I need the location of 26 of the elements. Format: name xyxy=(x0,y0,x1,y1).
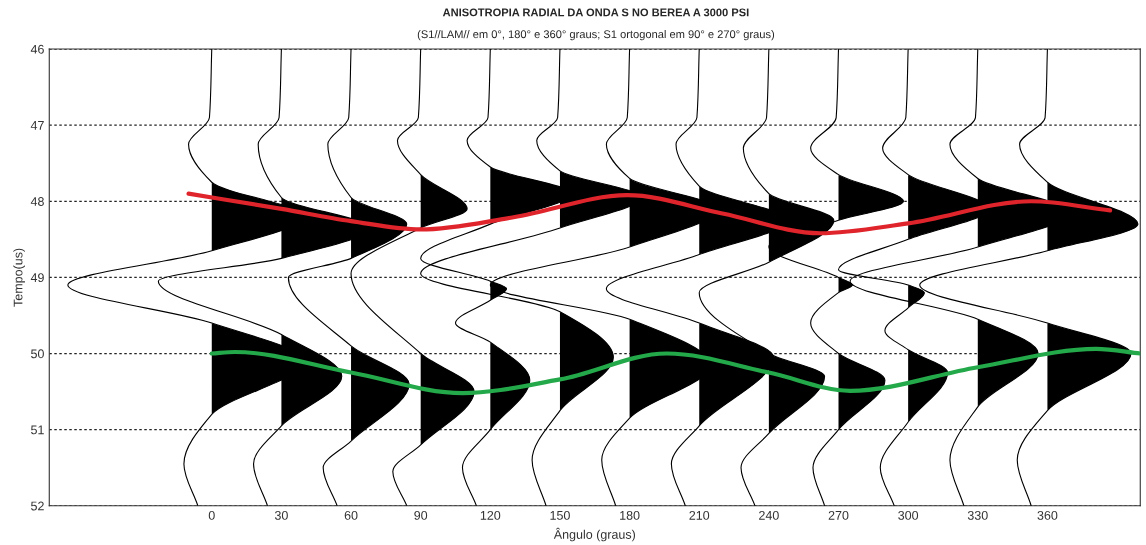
chart-subtitle: (S1//LAM// em 0°, 180° e 360° graus; S1 ortogonal em 90° e 270° graus) xyxy=(417,29,775,41)
x-tick-label: 240 xyxy=(759,510,779,520)
y-tick-label: 47 xyxy=(30,121,44,130)
line-series xyxy=(209,346,1141,396)
x-tick-label: 60 xyxy=(344,510,358,520)
y-tick-label: 46 xyxy=(30,44,44,54)
line-series xyxy=(186,191,1113,236)
x-tick-label: 180 xyxy=(620,510,640,520)
x-tick-label: 270 xyxy=(828,510,849,520)
x-tick-label: 360 xyxy=(1037,510,1058,520)
y-tick-label: 48 xyxy=(30,197,44,206)
x-tick-label: 0 xyxy=(208,510,215,520)
y-tick-label: 50 xyxy=(31,349,44,359)
x-tick-label: 90 xyxy=(414,510,428,520)
x-tick-label: 30 xyxy=(274,510,288,520)
y-tick-label: 51 xyxy=(31,425,44,435)
y-tick-label: 49 xyxy=(30,273,44,283)
y-tick-label: 52 xyxy=(31,501,44,511)
x-tick-label: 330 xyxy=(967,510,988,520)
y-axis-title: Tempo(us) xyxy=(13,248,25,307)
x-tick-label: 300 xyxy=(898,510,919,520)
x-tick-label: 150 xyxy=(550,510,570,520)
x-axis-title: Ângulo (graus) xyxy=(553,527,635,542)
x-tick-label: 120 xyxy=(480,510,501,520)
x-tick-label: 210 xyxy=(689,510,710,520)
chart-title: ANISOTROPIA RADIAL DA ONDA S NO BEREA A 3000 PSI xyxy=(442,8,749,17)
